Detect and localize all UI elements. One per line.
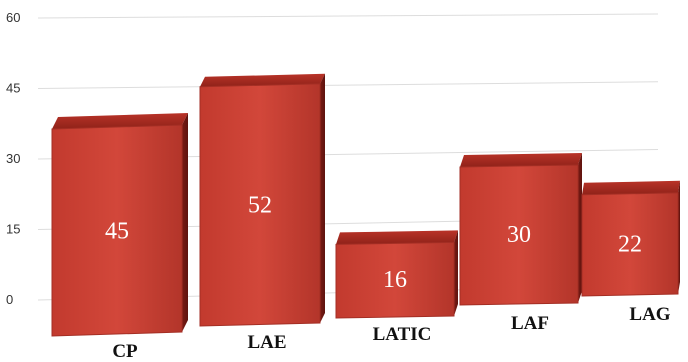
bar-value-label: 22 bbox=[618, 231, 642, 257]
bars: 45 52 16 30 22 bbox=[51, 73, 680, 337]
bar: 30 bbox=[459, 153, 582, 306]
bar-top-face bbox=[460, 153, 582, 167]
y-tick-label: 60 bbox=[6, 10, 20, 25]
bar: 16 bbox=[335, 230, 458, 319]
y-tick-label: 45 bbox=[6, 81, 20, 96]
bar-top-face bbox=[52, 113, 188, 129]
bar-value-label: 45 bbox=[105, 219, 129, 245]
bar: 52 bbox=[199, 73, 325, 327]
bar-top-face bbox=[582, 180, 680, 195]
bar: 45 bbox=[51, 113, 188, 337]
bar-value-label: 16 bbox=[383, 267, 407, 293]
bar-front-face bbox=[335, 241, 455, 319]
bar-value-label: 30 bbox=[507, 222, 531, 248]
bar-top-face bbox=[336, 230, 458, 245]
bar-top-face bbox=[200, 73, 325, 87]
gridline bbox=[37, 13, 659, 19]
x-tick-label: LAE bbox=[247, 332, 286, 353]
x-axis: CP LAE LATIC LAF LAG bbox=[112, 304, 670, 362]
bar-side-face bbox=[578, 153, 582, 303]
gridline bbox=[37, 81, 659, 89]
bar-front-face bbox=[51, 124, 183, 337]
y-tick-label: 15 bbox=[6, 222, 20, 237]
x-tick-label: LAG bbox=[629, 304, 670, 325]
bar-front-face bbox=[199, 83, 321, 327]
bar-value-label: 52 bbox=[248, 192, 272, 218]
bar-side-face bbox=[182, 113, 188, 332]
bar-front-face bbox=[581, 192, 679, 297]
x-tick-label: LATIC bbox=[373, 324, 432, 345]
y-tick-label: 0 bbox=[6, 292, 13, 307]
bar-side-face bbox=[320, 73, 325, 323]
x-tick-label: LAF bbox=[511, 313, 549, 334]
bar-front-face bbox=[459, 164, 579, 306]
x-tick-label: CP bbox=[112, 341, 138, 362]
bar: 22 bbox=[581, 180, 680, 297]
y-tick-label: 30 bbox=[6, 151, 20, 166]
bar-side-face bbox=[454, 230, 458, 316]
y-axis: 0 15 30 45 60 bbox=[6, 10, 20, 307]
